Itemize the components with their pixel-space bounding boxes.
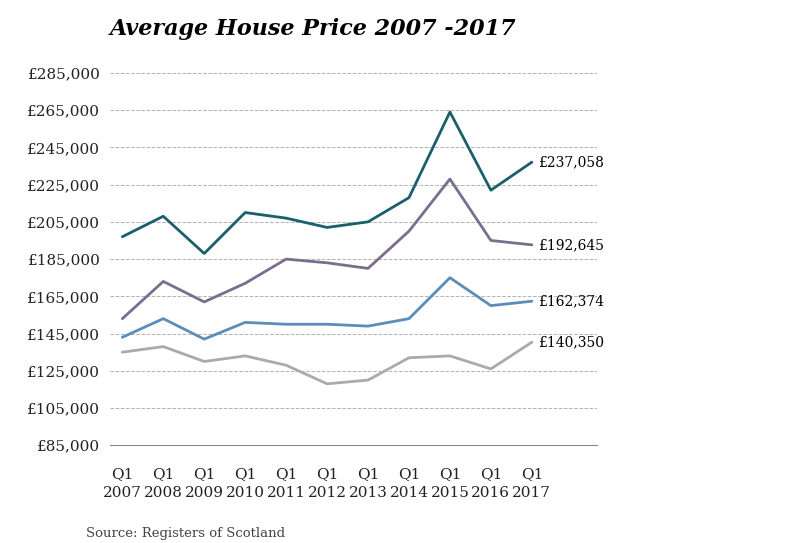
Text: Q1: Q1 bbox=[398, 466, 421, 481]
Text: Q1: Q1 bbox=[479, 466, 502, 481]
Text: Q1: Q1 bbox=[152, 466, 174, 481]
Text: 2016: 2016 bbox=[472, 486, 510, 500]
Text: Q1: Q1 bbox=[275, 466, 297, 481]
Text: 2010: 2010 bbox=[226, 486, 265, 500]
Text: Q1: Q1 bbox=[193, 466, 215, 481]
Text: Q1: Q1 bbox=[357, 466, 379, 481]
Text: 2007: 2007 bbox=[103, 486, 141, 500]
Text: Q1: Q1 bbox=[316, 466, 338, 481]
Text: 2015: 2015 bbox=[431, 486, 469, 500]
Text: 2014: 2014 bbox=[390, 486, 428, 500]
Text: 2008: 2008 bbox=[144, 486, 182, 500]
Text: 2013: 2013 bbox=[349, 486, 387, 500]
Text: 2011: 2011 bbox=[266, 486, 306, 500]
Text: Q1: Q1 bbox=[520, 466, 543, 481]
Text: £140,350: £140,350 bbox=[538, 335, 604, 349]
Text: Q1: Q1 bbox=[111, 466, 134, 481]
Text: Average House Price 2007 -2017: Average House Price 2007 -2017 bbox=[110, 18, 516, 40]
Text: £192,645: £192,645 bbox=[538, 238, 604, 252]
Text: 2009: 2009 bbox=[185, 486, 224, 500]
Text: £237,058: £237,058 bbox=[538, 155, 604, 169]
Text: 2017: 2017 bbox=[512, 486, 551, 500]
Text: Q1: Q1 bbox=[234, 466, 256, 481]
Text: Source: Registers of Scotland: Source: Registers of Scotland bbox=[86, 527, 285, 540]
Text: 2012: 2012 bbox=[307, 486, 347, 500]
Text: £162,374: £162,374 bbox=[538, 294, 604, 308]
Text: Q1: Q1 bbox=[439, 466, 461, 481]
